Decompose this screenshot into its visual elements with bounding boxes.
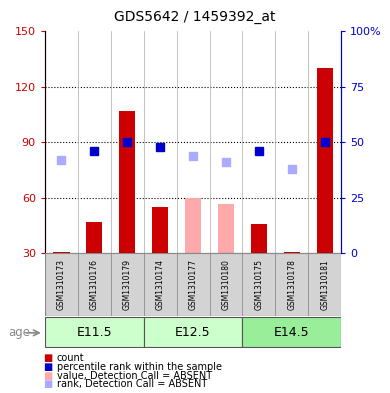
Bar [152,207,168,253]
Bar [144,317,243,347]
Text: ■: ■ [43,379,52,389]
Text: GSM1310175: GSM1310175 [254,259,263,310]
Bar [243,317,341,347]
Bar [218,204,234,253]
Bar [45,317,144,347]
Bar [275,253,308,316]
Bar [144,253,177,316]
Text: GSM1310174: GSM1310174 [156,259,165,310]
Bar [243,253,275,316]
Text: ■: ■ [43,371,52,381]
Bar [209,253,243,316]
Bar [185,198,201,253]
Text: count: count [57,353,84,364]
Text: age: age [8,326,30,340]
Bar [45,253,78,316]
Text: E11.5: E11.5 [76,325,112,339]
Bar [111,253,144,316]
Text: GSM1310176: GSM1310176 [90,259,99,310]
Bar [78,253,111,316]
Bar [317,68,333,253]
Text: rank, Detection Call = ABSENT: rank, Detection Call = ABSENT [57,379,207,389]
Text: GSM1310173: GSM1310173 [57,259,66,310]
Text: E14.5: E14.5 [274,325,310,339]
Bar [284,252,300,253]
Text: ■: ■ [43,362,52,372]
Text: GSM1310178: GSM1310178 [287,259,296,310]
Bar [177,253,209,316]
Text: E12.5: E12.5 [175,325,211,339]
Bar [308,253,341,316]
Text: percentile rank within the sample: percentile rank within the sample [57,362,222,372]
Text: GSM1310180: GSM1310180 [222,259,230,310]
Text: ■: ■ [43,353,52,364]
Bar [86,222,103,253]
Text: GDS5642 / 1459392_at: GDS5642 / 1459392_at [114,10,276,24]
Bar [53,252,69,253]
Text: GSM1310177: GSM1310177 [188,259,198,310]
Text: GSM1310181: GSM1310181 [320,259,329,310]
Text: GSM1310179: GSM1310179 [123,259,132,310]
Text: value, Detection Call = ABSENT: value, Detection Call = ABSENT [57,371,212,381]
Bar [119,111,135,253]
Bar [251,224,267,253]
